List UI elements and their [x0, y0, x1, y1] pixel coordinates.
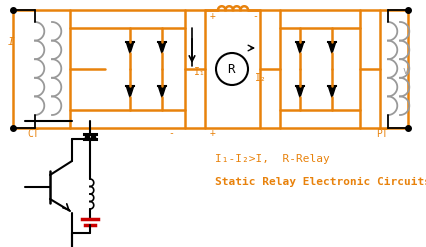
- Polygon shape: [328, 86, 336, 98]
- Text: PT: PT: [376, 129, 388, 139]
- Text: +: +: [210, 128, 216, 138]
- Text: R: R: [227, 63, 234, 76]
- Text: CT: CT: [27, 129, 39, 139]
- Polygon shape: [158, 86, 166, 98]
- Text: I: I: [8, 37, 14, 47]
- Polygon shape: [158, 42, 166, 54]
- Text: I₁: I₁: [194, 67, 206, 77]
- Polygon shape: [296, 86, 304, 98]
- Text: -: -: [168, 128, 174, 138]
- Text: -: -: [252, 11, 258, 21]
- Polygon shape: [328, 42, 336, 54]
- Text: +: +: [210, 11, 216, 21]
- Text: I₁-I₂>I,  R-Relay: I₁-I₂>I, R-Relay: [215, 154, 330, 164]
- Polygon shape: [296, 42, 304, 54]
- Text: v: v: [403, 66, 409, 76]
- Polygon shape: [127, 42, 134, 54]
- Text: Static Relay Electronic Circuits: Static Relay Electronic Circuits: [215, 177, 426, 187]
- Polygon shape: [127, 86, 134, 98]
- Text: I₂: I₂: [255, 73, 267, 83]
